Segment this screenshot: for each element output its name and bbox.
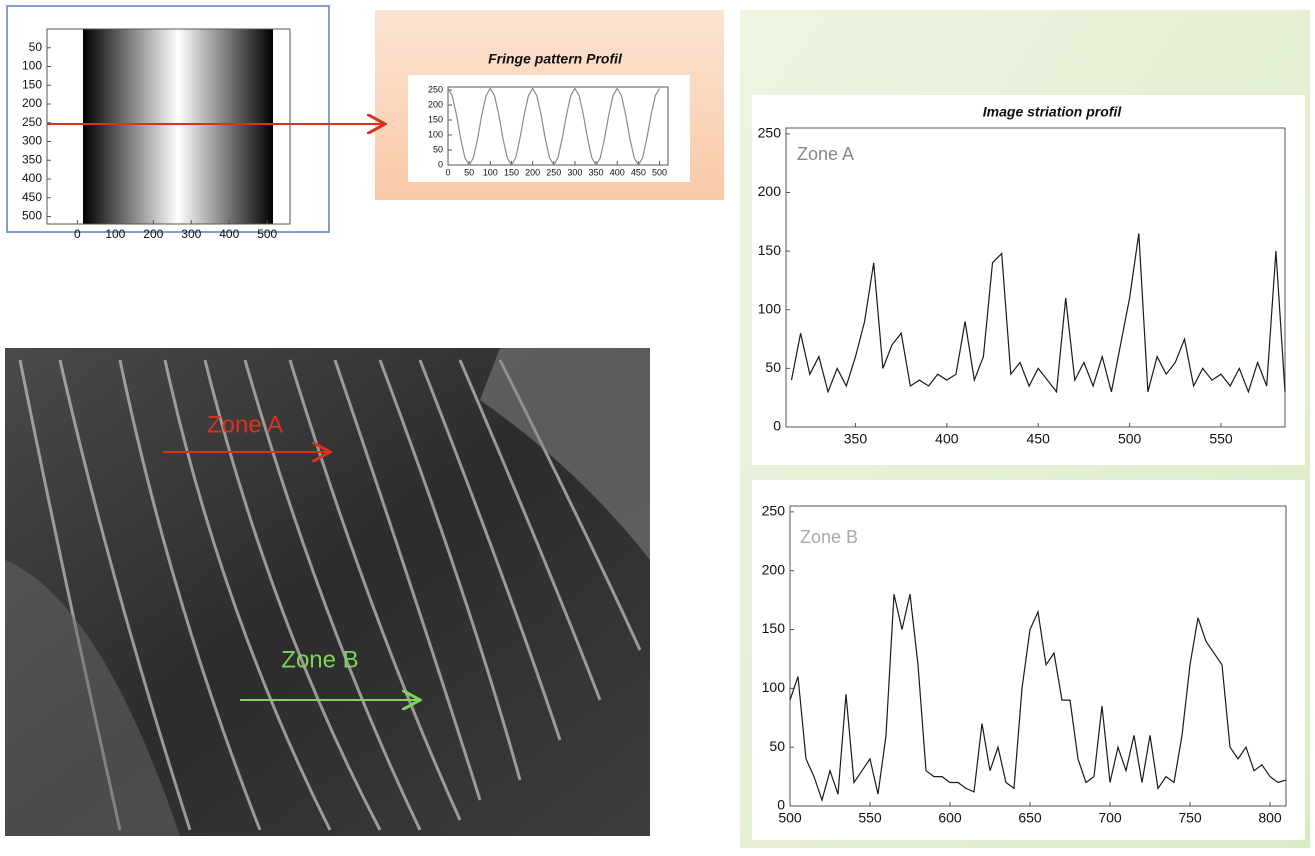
- y-tick-label: 100: [758, 300, 782, 316]
- y-tick-label: 500: [22, 209, 42, 223]
- y-tick-label: 50: [769, 738, 785, 754]
- x-tick-label: 400: [610, 167, 625, 177]
- x-tick-label: 300: [181, 227, 201, 241]
- x-tick-label: 0: [445, 167, 450, 177]
- profile-line: [789, 594, 1287, 803]
- x-tick-label: 150: [504, 167, 519, 177]
- y-tick-label: 400: [22, 171, 42, 185]
- y-tick-label: 350: [22, 152, 42, 166]
- x-tick-label: 450: [1027, 430, 1051, 446]
- y-tick-label: 200: [758, 183, 782, 199]
- y-tick-label: 100: [762, 679, 786, 695]
- photo-annotation: Zone A: [207, 411, 283, 438]
- y-tick-label: 0: [777, 797, 785, 813]
- x-tick-label: 0: [74, 227, 81, 241]
- y-tick-label: 0: [438, 159, 443, 169]
- y-tick-label: 450: [22, 190, 42, 204]
- plot-frame: [785, 127, 1286, 428]
- y-tick-label: 100: [428, 129, 443, 139]
- x-tick-label: 750: [1178, 809, 1202, 825]
- x-tick-label: 350: [844, 430, 868, 446]
- x-tick-label: 450: [631, 167, 646, 177]
- plot-frame: [447, 86, 669, 166]
- x-tick-label: 250: [546, 167, 561, 177]
- plot-frame: [789, 505, 1287, 807]
- y-tick-label: 150: [762, 620, 786, 636]
- y-tick-label: 150: [22, 77, 42, 91]
- y-tick-label: 150: [428, 114, 443, 124]
- chart-title: Image striation profil: [983, 104, 1123, 120]
- zone-label: Zone A: [797, 144, 854, 164]
- x-tick-label: 650: [1018, 809, 1042, 825]
- zone-a-box: [752, 95, 1305, 465]
- x-tick-label: 50: [464, 167, 474, 177]
- profile-line: [790, 233, 1286, 394]
- chart-title: Fringe pattern Profil: [488, 51, 623, 67]
- y-tick-label: 250: [758, 125, 782, 141]
- y-tick-label: 100: [22, 59, 42, 73]
- x-tick-label: 500: [257, 227, 277, 241]
- y-tick-label: 200: [428, 99, 443, 109]
- y-tick-label: 250: [762, 503, 786, 519]
- x-tick-label: 400: [935, 430, 959, 446]
- x-tick-label: 600: [938, 809, 962, 825]
- x-tick-label: 550: [858, 809, 882, 825]
- y-tick-label: 300: [22, 134, 42, 148]
- y-tick-label: 200: [762, 561, 786, 577]
- x-tick-label: 200: [525, 167, 540, 177]
- x-tick-label: 700: [1098, 809, 1122, 825]
- x-tick-label: 550: [1209, 430, 1233, 446]
- x-tick-label: 100: [483, 167, 498, 177]
- x-tick-label: 800: [1258, 809, 1282, 825]
- zone-label: Zone B: [800, 527, 858, 547]
- x-tick-label: 200: [143, 227, 163, 241]
- x-tick-label: 500: [1118, 430, 1142, 446]
- x-tick-label: 500: [652, 167, 667, 177]
- y-tick-label: 200: [22, 96, 42, 110]
- y-tick-label: 50: [433, 144, 443, 154]
- x-tick-label: 400: [219, 227, 239, 241]
- y-tick-label: 250: [428, 84, 443, 94]
- x-tick-label: 300: [567, 167, 582, 177]
- photo-annotation: Zone B: [281, 646, 358, 673]
- y-tick-label: 150: [758, 242, 782, 258]
- profile-line: [447, 87, 661, 167]
- y-tick-label: 50: [765, 359, 781, 375]
- y-tick-label: 50: [29, 40, 43, 54]
- fringe-image: [83, 29, 273, 224]
- x-tick-label: 100: [105, 227, 125, 241]
- sem-photo: [5, 348, 650, 836]
- zone-b-box: [752, 480, 1305, 840]
- profile-box: [408, 75, 690, 182]
- x-tick-label: 350: [589, 167, 604, 177]
- y-tick-label: 250: [22, 115, 42, 129]
- x-tick-label: 500: [778, 809, 802, 825]
- y-tick-label: 0: [773, 418, 781, 434]
- plot-frame: [46, 28, 291, 225]
